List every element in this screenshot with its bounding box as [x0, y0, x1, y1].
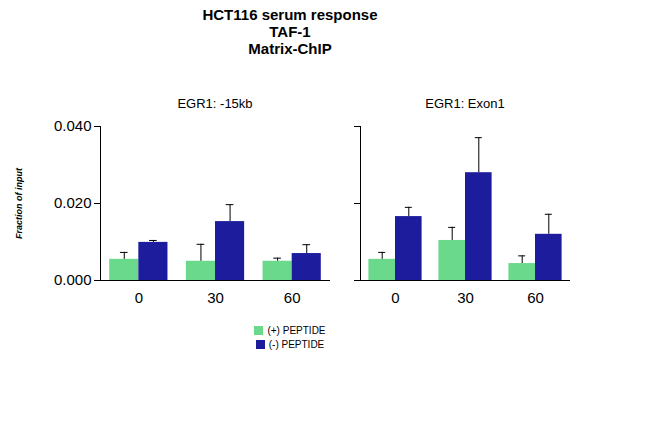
svg-text:0.040: 0.040	[54, 117, 92, 134]
svg-text:30: 30	[207, 289, 224, 306]
html-text:(-) PEPTIDE: (-) PEPTIDE	[268, 338, 325, 350]
svg-text:Fraction of input: Fraction of input	[14, 167, 24, 239]
html-text:HCT116 serum response: HCT116 serum response	[202, 6, 378, 23]
html-text:(+) PEPTIDE: (+) PEPTIDE	[267, 324, 326, 336]
html-text:EGR1: Exon1: EGR1: Exon1	[425, 96, 505, 111]
html-text:TAF-1: TAF-1	[269, 23, 311, 40]
svg-text:30: 30	[457, 289, 474, 306]
svg-text:60: 60	[527, 289, 544, 306]
svg-text:0: 0	[135, 289, 143, 306]
svg-text:0.000: 0.000	[54, 271, 92, 288]
html-text:Matrix-ChIP: Matrix-ChIP	[248, 40, 332, 57]
svg-text:0: 0	[391, 289, 399, 306]
svg-text:0.020: 0.020	[54, 194, 92, 211]
html-text:EGR1: -15kb: EGR1: -15kb	[177, 96, 253, 111]
svg-text:60: 60	[284, 289, 301, 306]
